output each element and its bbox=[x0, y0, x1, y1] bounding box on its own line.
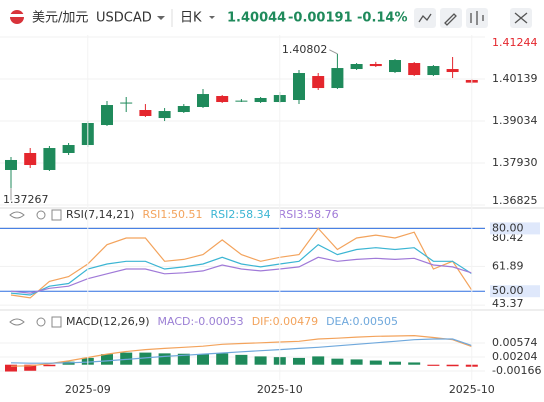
x-tick-label: 2025-10 bbox=[257, 383, 303, 396]
macd-bar bbox=[235, 354, 248, 365]
candle-body bbox=[427, 66, 440, 76]
candle-body bbox=[235, 100, 248, 102]
icon bbox=[444, 13, 457, 26]
candle-body bbox=[62, 145, 75, 153]
y-tick-label: 43.37 bbox=[492, 297, 524, 310]
checkbox[interactable] bbox=[51, 209, 62, 221]
icon bbox=[514, 12, 528, 24]
candle-body bbox=[312, 76, 325, 89]
icon bbox=[470, 11, 484, 25]
macd-bar bbox=[120, 352, 133, 365]
macd-bar bbox=[24, 364, 37, 371]
candle-body bbox=[43, 148, 56, 170]
candle-body bbox=[177, 106, 190, 113]
legend-entry: RSI3:58.76 bbox=[279, 208, 339, 221]
checkbox[interactable] bbox=[51, 316, 62, 328]
icon bbox=[418, 13, 432, 23]
candle-body bbox=[139, 110, 152, 117]
candle-body bbox=[331, 68, 344, 89]
eye-icon[interactable] bbox=[9, 211, 25, 219]
y-tick-label: 1.37930 bbox=[492, 156, 538, 169]
toolbar bbox=[414, 8, 532, 28]
flag-stripe bbox=[10, 14, 24, 17]
candle-body bbox=[5, 159, 17, 170]
level-label: 50.00 bbox=[492, 284, 524, 297]
x-tick-label: 2025-09 bbox=[65, 383, 111, 396]
macd-bar bbox=[312, 356, 325, 365]
pair-name: 美元/加元 bbox=[32, 11, 88, 26]
candle-body bbox=[24, 152, 37, 166]
last-price: 1.40044 bbox=[227, 11, 286, 26]
candle-body bbox=[197, 94, 209, 107]
y-tick-label: 61.89 bbox=[492, 259, 524, 272]
period-arrow[interactable] bbox=[209, 16, 215, 19]
y-tick-label: 1.39034 bbox=[492, 114, 538, 127]
eye-icon[interactable] bbox=[9, 318, 25, 326]
panel-icons bbox=[9, 209, 62, 328]
legend-entry: MACD:-0.00053 bbox=[158, 315, 244, 328]
macd-bar bbox=[331, 358, 344, 365]
macd-bar bbox=[389, 361, 401, 365]
candle-body bbox=[293, 73, 305, 101]
macd-bar bbox=[369, 360, 382, 365]
annotation: 1.40802 bbox=[282, 43, 328, 56]
candle-body bbox=[446, 69, 459, 73]
candle-body bbox=[120, 102, 133, 104]
y-tick-label: 1.40139 bbox=[492, 72, 538, 85]
macd-bar bbox=[177, 353, 190, 365]
level-label: 80.00 bbox=[492, 221, 524, 234]
macd-bar bbox=[197, 354, 209, 365]
price-change: -0.00191 bbox=[288, 11, 353, 26]
macd-bar bbox=[408, 362, 421, 365]
macd-bar bbox=[5, 364, 17, 372]
tool-button[interactable] bbox=[440, 8, 462, 28]
candle-body bbox=[350, 64, 363, 70]
period[interactable]: 日K bbox=[180, 11, 202, 26]
panel-title: MACD(12,26,9) bbox=[66, 315, 150, 328]
macd-bar bbox=[139, 352, 152, 365]
y-tick-label: -0.00166 bbox=[492, 364, 541, 377]
candle-body bbox=[101, 105, 113, 126]
y-tick-label: 1.36825 bbox=[492, 194, 538, 207]
macd-bar bbox=[293, 357, 305, 365]
macd-bar bbox=[43, 364, 56, 367]
legend-entry: RSI2:58.34 bbox=[211, 208, 271, 221]
panel-title: RSI(7,14,21) bbox=[66, 208, 134, 221]
price-change-pct: -0.14% bbox=[357, 11, 408, 26]
y-tick-label: 0.00204 bbox=[492, 350, 538, 363]
symbol[interactable]: USDCAD bbox=[96, 11, 152, 26]
legend-entry: RSI1:50.51 bbox=[142, 208, 202, 221]
gear-icon[interactable] bbox=[36, 210, 46, 220]
level-tag bbox=[490, 285, 540, 298]
macd-bar bbox=[216, 353, 229, 365]
candle-body bbox=[254, 97, 267, 103]
macd-bar bbox=[427, 364, 440, 366]
macd-bar bbox=[254, 356, 267, 365]
candle-body bbox=[158, 111, 171, 119]
candle-body bbox=[216, 96, 229, 103]
legend-entry: DEA:0.00505 bbox=[326, 315, 398, 328]
gear-icon[interactable] bbox=[36, 317, 46, 327]
y-tick-label: 1.41244 bbox=[492, 36, 538, 49]
macd-bar bbox=[101, 354, 113, 365]
x-tick-label: 2025-10 bbox=[449, 383, 495, 396]
macd-bar bbox=[158, 353, 171, 365]
annotation: 1.37267 bbox=[3, 193, 49, 206]
level-tag bbox=[490, 222, 540, 235]
macd-bar bbox=[350, 359, 363, 365]
y-tick-label: 0.00574 bbox=[492, 336, 538, 349]
legend-entry: DIF:0.00479 bbox=[252, 315, 318, 328]
dropdown-arrow[interactable] bbox=[157, 16, 165, 20]
macd-bar bbox=[446, 364, 459, 367]
candle-body bbox=[389, 60, 401, 73]
candle-body bbox=[408, 63, 421, 76]
tool-icons bbox=[418, 11, 528, 26]
candle-body bbox=[369, 64, 382, 67]
annotation-line bbox=[329, 49, 338, 55]
